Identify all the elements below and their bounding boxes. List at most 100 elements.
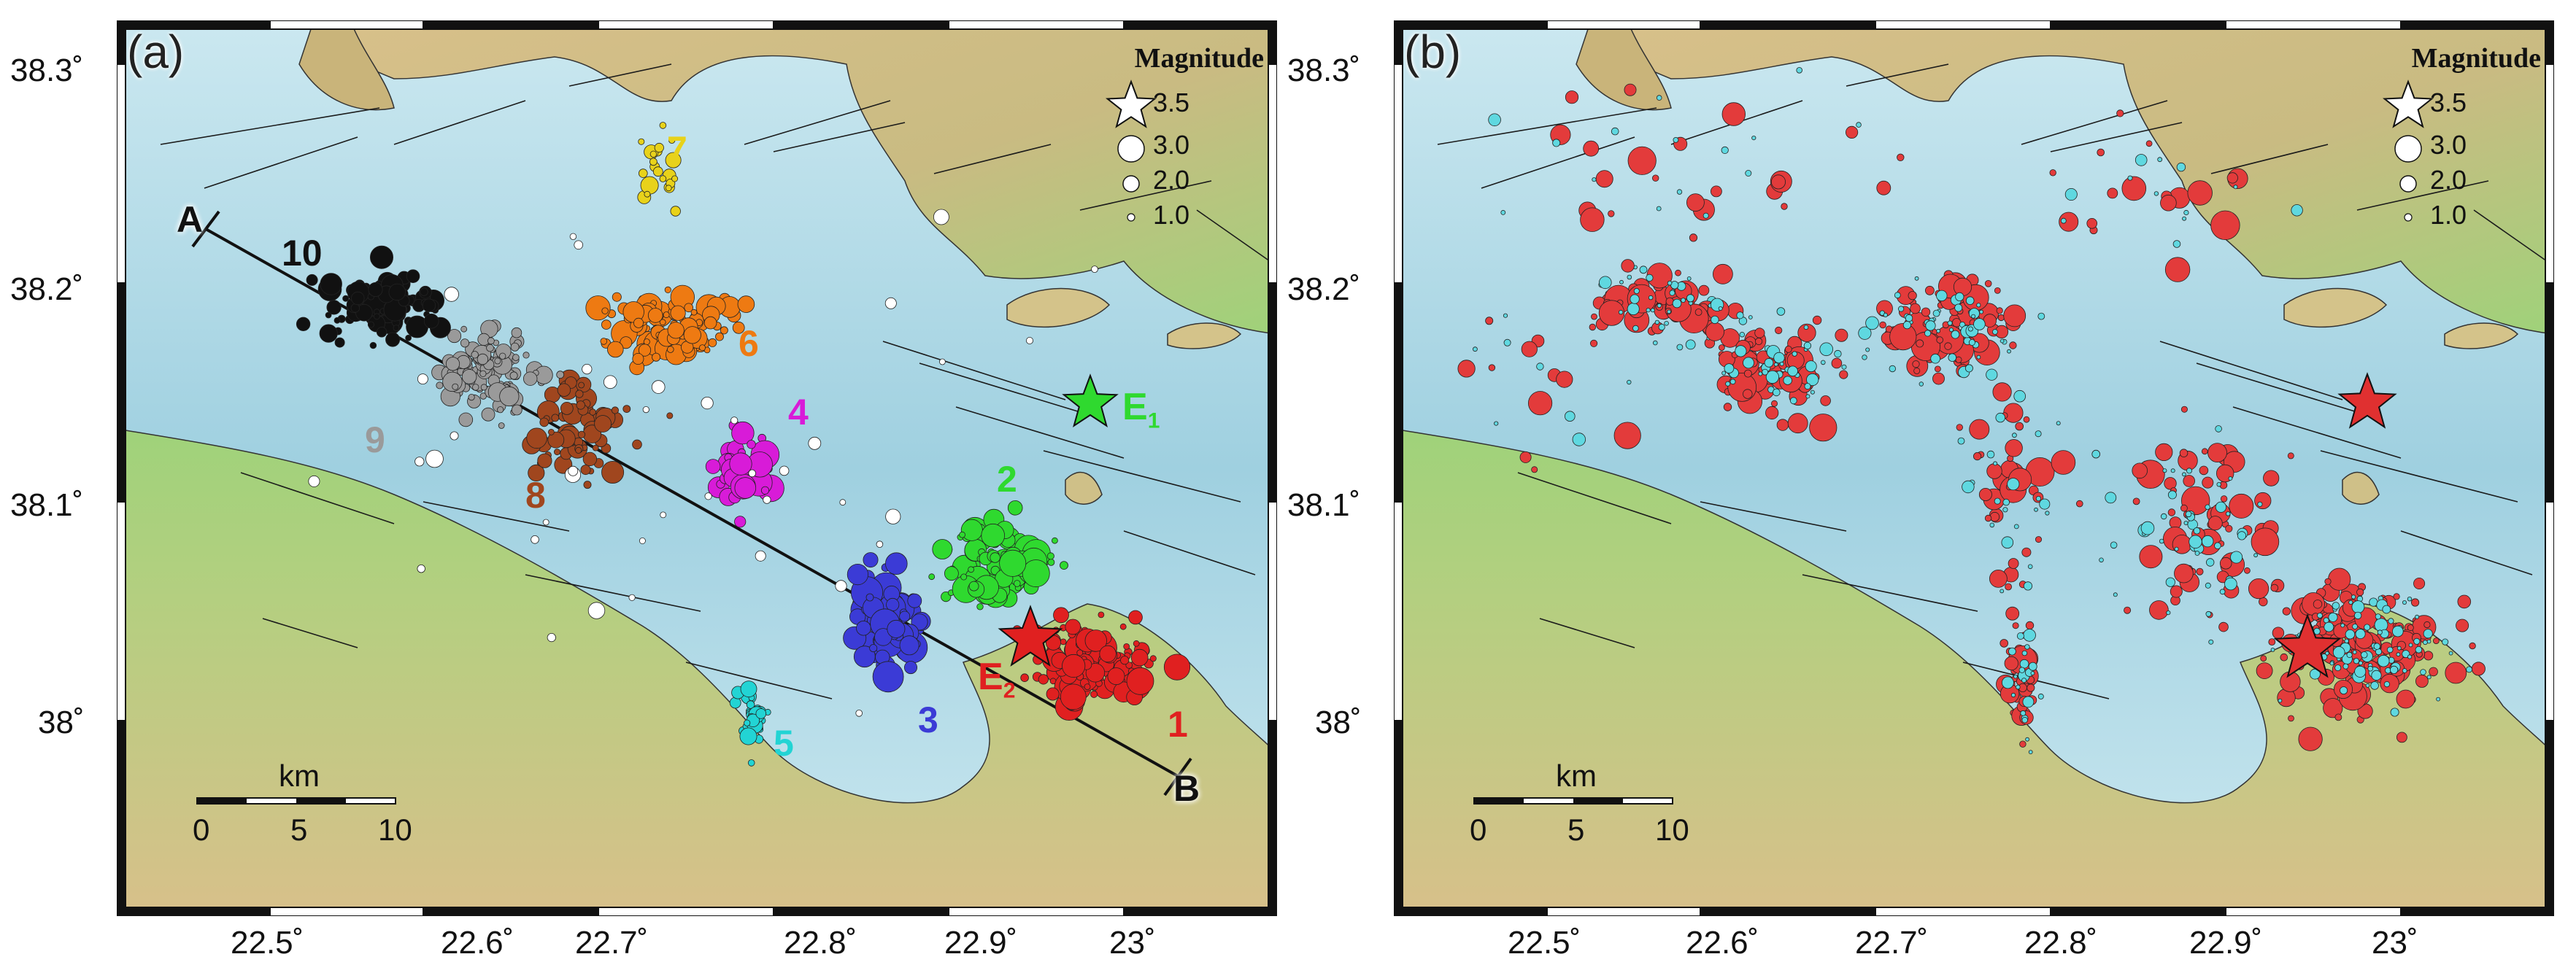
cluster-6-event	[737, 295, 755, 313]
legend-title-b: Magnitude	[2411, 43, 2541, 74]
frame-tick	[117, 20, 126, 65]
recent-event	[2393, 593, 2400, 600]
recent-event	[2019, 740, 2027, 748]
cluster-5-event	[740, 681, 757, 697]
relocated-event	[2332, 646, 2345, 659]
recent-event	[2005, 439, 2023, 457]
recent-event	[2456, 619, 2469, 632]
recent-event	[1580, 207, 1605, 232]
recent-event	[1521, 341, 1538, 357]
cluster-6-event	[659, 319, 666, 326]
cluster-9-event	[512, 354, 520, 361]
relocated-event	[1473, 346, 1478, 352]
legend-star	[1105, 80, 1157, 128]
relocated-event	[2348, 600, 2353, 605]
relocated-event	[2015, 684, 2021, 690]
recent-event	[2254, 492, 2272, 510]
fault-line	[882, 341, 1066, 400]
relocated-event	[1936, 328, 1940, 333]
cluster-1-event	[1130, 648, 1149, 667]
recent-event	[1583, 140, 1600, 157]
cluster-3-event	[887, 619, 906, 638]
recent-event	[1698, 284, 1710, 296]
frame-tick	[117, 63, 126, 284]
cluster-9-event	[460, 338, 470, 348]
frame-tick	[2545, 501, 2554, 721]
cluster-1-event	[1038, 674, 1049, 685]
recent-event	[1889, 322, 1917, 351]
relocated-event	[2354, 665, 2367, 678]
relocated-event	[2325, 651, 2329, 656]
recent-event	[2005, 606, 2020, 621]
relocated-event	[2021, 717, 2028, 724]
relocated-event	[2099, 557, 2104, 563]
recent-event	[2280, 653, 2288, 662]
recent-event	[2172, 534, 2192, 554]
relocated-event	[2423, 640, 2428, 646]
relocated-event	[2396, 652, 2401, 657]
cluster-4-event	[705, 459, 721, 474]
cluster-6-event	[708, 338, 717, 347]
frame-tick	[1394, 501, 1403, 721]
recent-event	[1485, 317, 1494, 325]
relocated-event	[1673, 136, 1679, 143]
fault-line	[744, 100, 891, 145]
relocated-event	[1810, 389, 1815, 395]
relocated-event	[1639, 265, 1648, 274]
recent-event	[1996, 307, 2003, 314]
relocated-event	[1627, 379, 1632, 385]
island-1	[2283, 287, 2388, 328]
relocated-event	[1702, 212, 1709, 219]
relocated-event	[1656, 206, 1662, 212]
background-event	[835, 580, 847, 592]
recent-event	[1845, 125, 1859, 139]
relocated-event	[1779, 361, 1784, 366]
relocated-event	[2345, 629, 2356, 640]
relocated-event	[1804, 383, 1811, 390]
scale-tick-a-1: 5	[290, 813, 308, 847]
relocated-event	[1783, 376, 1792, 385]
recent-event	[2003, 304, 2027, 327]
relocated-event	[2365, 683, 2370, 688]
recent-event	[1953, 277, 1973, 296]
relocated-event	[1776, 307, 1786, 316]
cluster-2-event	[981, 523, 1005, 548]
relocated-event	[2159, 538, 2164, 544]
cluster-6-event	[663, 311, 670, 319]
relocated-event	[2020, 710, 2027, 716]
cluster-label-4: 4	[788, 392, 809, 433]
recent-event	[2313, 600, 2323, 609]
lon-label-a-2: 22.7˚	[575, 925, 649, 961]
profile-start-label: A	[177, 199, 204, 240]
cluster-1-event	[1046, 687, 1060, 701]
relocated-event	[2225, 511, 2231, 516]
cluster-9-event	[523, 371, 538, 386]
cluster-4-event	[731, 421, 755, 445]
cluster-6-event	[670, 305, 686, 321]
cluster-10-event	[393, 325, 400, 332]
cluster-8-event	[583, 481, 592, 489]
relocated-event	[2013, 674, 2018, 679]
relocated-event	[1967, 326, 1973, 332]
relocated-event	[2160, 513, 2167, 520]
recent-event	[2025, 621, 2035, 630]
fault-line	[1079, 180, 1212, 211]
cluster-1-event	[1163, 654, 1191, 681]
recent-event	[2012, 622, 2019, 629]
relocated-event	[1858, 326, 1872, 340]
recent-event	[2167, 508, 2176, 516]
frame-tick	[1875, 20, 2051, 30]
recent-event	[2179, 449, 2189, 457]
cluster-9-event	[460, 325, 468, 333]
relocated-event	[1633, 287, 1640, 294]
cluster-8-event	[575, 446, 582, 454]
background-event	[876, 540, 884, 548]
relocated-event	[1973, 318, 1986, 330]
frame-tick	[2400, 907, 2554, 916]
relocated-event	[2182, 216, 2187, 221]
fault-line	[423, 501, 570, 532]
relocated-event	[1748, 315, 1753, 319]
relocated-event	[2021, 678, 2027, 683]
fault-line	[2021, 100, 2168, 145]
cluster-8-event	[548, 429, 555, 435]
